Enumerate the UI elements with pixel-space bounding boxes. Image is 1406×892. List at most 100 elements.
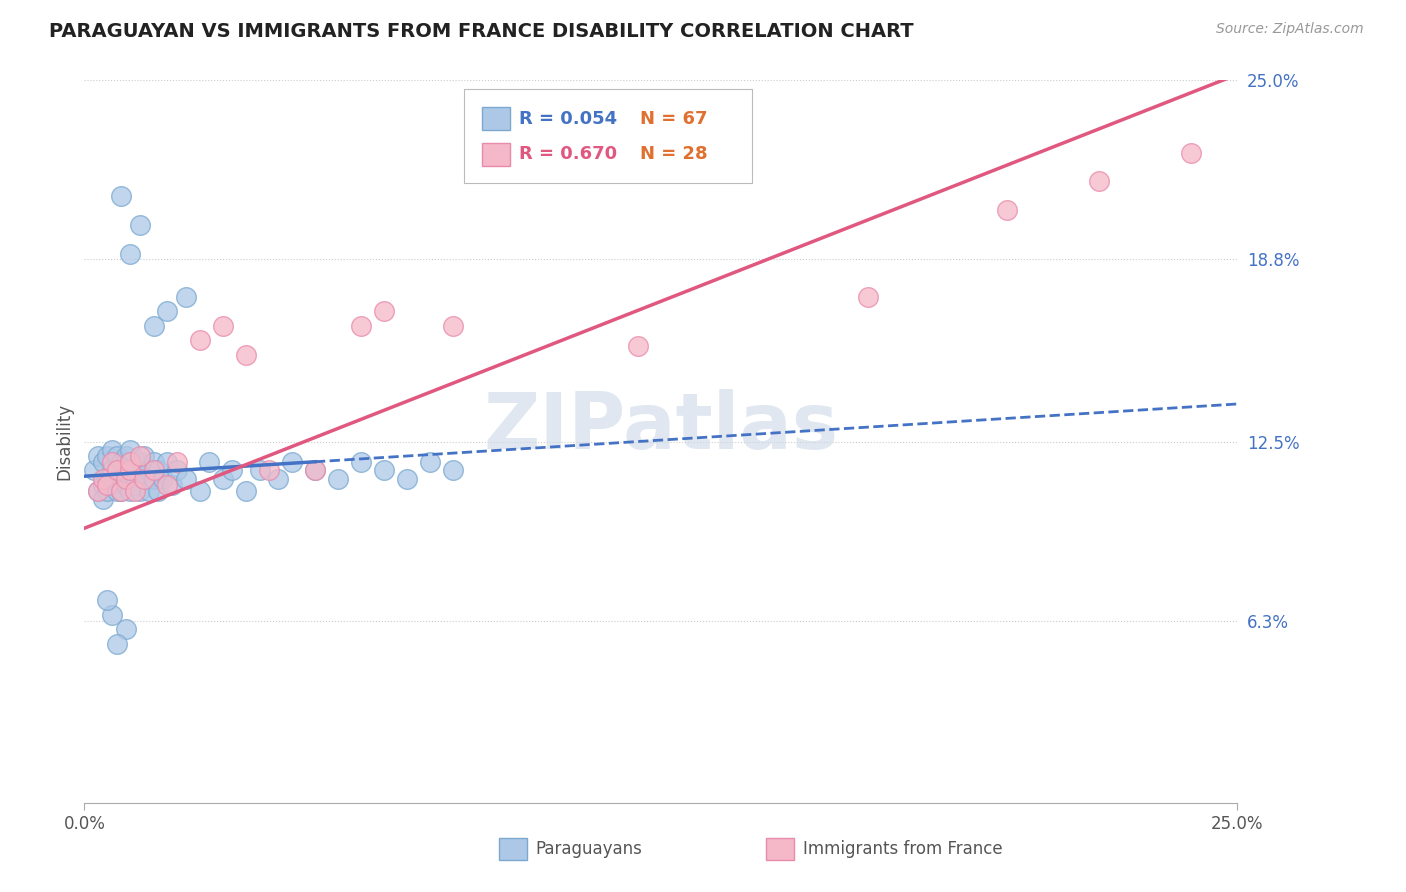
Point — [174, 290, 197, 304]
Point — [156, 478, 179, 492]
Point — [105, 483, 128, 498]
Point — [110, 483, 132, 498]
Point — [124, 478, 146, 492]
Point — [134, 449, 156, 463]
Point — [146, 463, 169, 477]
Point — [124, 483, 146, 498]
Point — [221, 463, 243, 477]
Point — [146, 483, 169, 498]
Point — [96, 472, 118, 486]
Text: ZIPatlas: ZIPatlas — [484, 389, 838, 465]
Point — [235, 348, 257, 362]
Point — [115, 463, 138, 477]
Point — [156, 455, 179, 469]
Point — [249, 463, 271, 477]
Point — [142, 455, 165, 469]
Point — [120, 443, 142, 458]
Point — [101, 455, 124, 469]
Point — [96, 593, 118, 607]
Text: R = 0.670: R = 0.670 — [519, 145, 617, 163]
Point — [87, 483, 110, 498]
Point — [128, 483, 150, 498]
Point — [105, 637, 128, 651]
Point — [304, 463, 326, 477]
Point — [87, 483, 110, 498]
Point — [101, 478, 124, 492]
Point — [152, 472, 174, 486]
Point — [105, 463, 128, 477]
Point — [373, 463, 395, 477]
Point — [110, 483, 132, 498]
Point — [91, 478, 114, 492]
Point — [110, 455, 132, 469]
Point — [441, 463, 464, 477]
Point — [627, 339, 650, 353]
Point — [188, 483, 211, 498]
Point — [115, 478, 138, 492]
Point — [120, 455, 142, 469]
Point — [257, 463, 280, 477]
Point — [188, 334, 211, 348]
Point — [419, 455, 441, 469]
Point — [91, 472, 114, 486]
Point — [101, 443, 124, 458]
Text: Paraguayans: Paraguayans — [536, 840, 643, 858]
Text: N = 28: N = 28 — [640, 145, 707, 163]
Point — [858, 290, 880, 304]
Text: R = 0.054: R = 0.054 — [519, 110, 617, 128]
Point — [138, 483, 160, 498]
Point — [441, 318, 464, 333]
Point — [101, 463, 124, 477]
Point — [120, 472, 142, 486]
Point — [304, 463, 326, 477]
Point — [96, 478, 118, 492]
Point — [156, 304, 179, 318]
Point — [87, 449, 110, 463]
Point — [166, 463, 188, 477]
Text: PARAGUAYAN VS IMMIGRANTS FROM FRANCE DISABILITY CORRELATION CHART: PARAGUAYAN VS IMMIGRANTS FROM FRANCE DIS… — [49, 22, 914, 41]
Point — [160, 478, 183, 492]
Point — [128, 218, 150, 232]
Point — [142, 472, 165, 486]
Point — [120, 463, 142, 477]
Point — [1088, 174, 1111, 188]
Text: Immigrants from France: Immigrants from France — [803, 840, 1002, 858]
Point — [281, 455, 304, 469]
Point — [350, 455, 373, 469]
Point — [995, 203, 1018, 218]
Point — [142, 463, 165, 477]
Point — [211, 318, 233, 333]
Point — [120, 483, 142, 498]
Point — [138, 463, 160, 477]
Point — [134, 472, 156, 486]
Point — [326, 472, 349, 486]
Point — [101, 607, 124, 622]
Text: N = 67: N = 67 — [640, 110, 707, 128]
Point — [96, 449, 118, 463]
Point — [174, 472, 197, 486]
Point — [105, 449, 128, 463]
Point — [105, 463, 128, 477]
Point — [115, 472, 138, 486]
Point — [1180, 145, 1202, 160]
Y-axis label: Disability: Disability — [55, 403, 73, 480]
Point — [115, 623, 138, 637]
Point — [267, 472, 290, 486]
Point — [110, 189, 132, 203]
Point — [211, 472, 233, 486]
Point — [91, 492, 114, 507]
Point — [128, 449, 150, 463]
Point — [91, 455, 114, 469]
Point — [115, 449, 138, 463]
Point — [96, 483, 118, 498]
Point — [83, 463, 105, 477]
Point — [120, 455, 142, 469]
Point — [396, 472, 419, 486]
Point — [128, 455, 150, 469]
Text: Source: ZipAtlas.com: Source: ZipAtlas.com — [1216, 22, 1364, 37]
Point — [166, 455, 188, 469]
Point — [124, 463, 146, 477]
Point — [142, 318, 165, 333]
Point — [373, 304, 395, 318]
Point — [198, 455, 221, 469]
